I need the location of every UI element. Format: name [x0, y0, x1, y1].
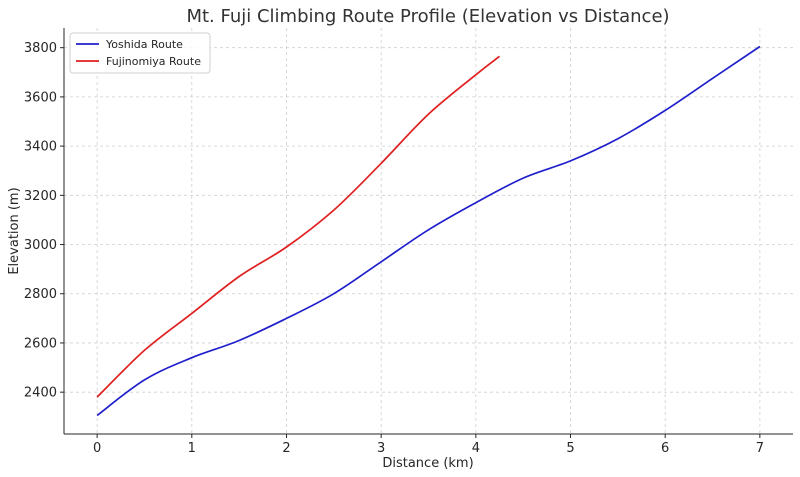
x-tick-label: 2: [282, 441, 290, 456]
x-tick-label: 5: [566, 441, 574, 456]
y-tick-label: 3400: [24, 140, 57, 155]
series-line-fujinomiya-route: [96, 55, 501, 398]
legend-label: Yoshida Route: [105, 38, 183, 51]
legend-label: Fujinomiya Route: [106, 55, 201, 68]
x-tick-label: 6: [661, 441, 669, 456]
x-tick-label: 4: [472, 441, 480, 456]
x-tick-label: 0: [93, 441, 101, 456]
y-tick-label: 3600: [24, 90, 57, 105]
series-layer: [96, 45, 761, 417]
x-tick-label: 1: [188, 441, 196, 456]
y-tick-label: 3200: [24, 189, 57, 204]
legend: Yoshida Route Fujinomiya Route: [69, 32, 211, 74]
y-tick-label: 2800: [24, 287, 57, 302]
series-line-yoshida-route: [96, 45, 761, 417]
axes-layer: 0 1 2 3 4 5 6 7 2400 2600 2800 3000 3200 3400 3600 3800: [24, 28, 793, 456]
x-tick-label: 3: [377, 441, 385, 456]
y-tick-label: 2400: [24, 386, 57, 401]
y-tick-label: 3000: [24, 238, 57, 253]
x-axis-label: Distance (km): [382, 456, 473, 471]
y-axis-label: Elevation (m): [7, 187, 22, 274]
y-tick-label: 3800: [24, 41, 57, 56]
chart-title: Mt. Fuji Climbing Route Profile (Elevati…: [186, 6, 669, 27]
x-tick-label: 7: [756, 441, 764, 456]
grid-layer: [64, 28, 793, 434]
legend-box: [69, 32, 211, 74]
y-tick-label: 2600: [24, 336, 57, 351]
